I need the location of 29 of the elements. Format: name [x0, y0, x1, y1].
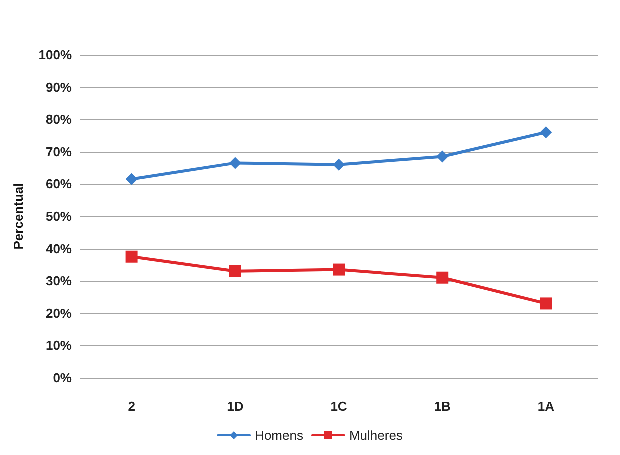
legend-label: Mulheres	[349, 428, 404, 443]
point	[126, 250, 138, 263]
point	[126, 173, 138, 186]
point	[333, 264, 345, 276]
point	[229, 265, 242, 278]
x-tick-label: 1B	[434, 399, 451, 414]
y-tick-label: 90%	[46, 80, 72, 95]
x-tick-label: 1C	[330, 399, 348, 414]
y-tick-label: 80%	[46, 112, 72, 128]
y-tick-label: 40%	[46, 241, 72, 256]
x-tick-label: 1A	[538, 399, 556, 414]
y-tick-label: 100%	[38, 48, 72, 62]
y-tick-label: 20%	[46, 306, 72, 321]
y-tick-label: 50%	[46, 209, 72, 224]
y-tick-label: 0%	[53, 370, 72, 386]
point	[540, 126, 552, 139]
x-tick-label: 1D	[227, 399, 244, 414]
point	[333, 158, 345, 171]
point	[436, 150, 449, 163]
y-tick-label: 10%	[46, 338, 72, 354]
legend-label: Homens	[255, 428, 304, 443]
point	[540, 298, 552, 310]
y-tick-label: 70%	[46, 144, 72, 160]
point	[229, 157, 242, 170]
y-axis-title: Percentual	[11, 183, 26, 250]
y-tick-label: 30%	[46, 274, 72, 289]
y-tick-label: 60%	[46, 176, 72, 192]
point	[436, 272, 449, 284]
x-tick-label: 2	[128, 399, 136, 414]
